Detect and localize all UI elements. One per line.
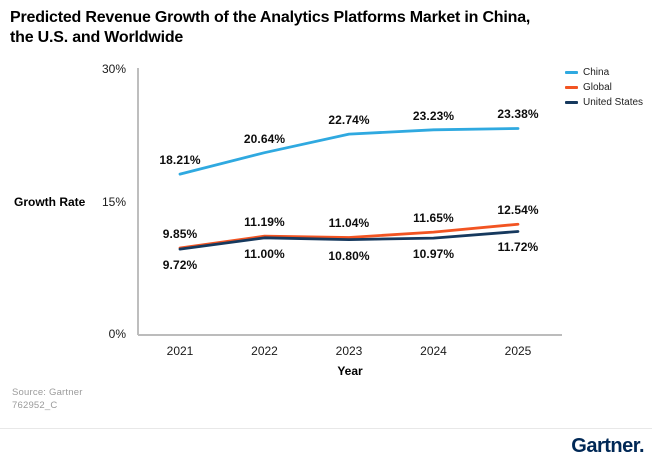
data-label-united-states: 10.80% bbox=[328, 248, 370, 263]
legend-label-china: China bbox=[583, 67, 610, 78]
legend-swatch-united-states bbox=[565, 101, 578, 104]
y-tick-label: 0% bbox=[108, 327, 126, 341]
y-axis-title: Growth Rate bbox=[14, 195, 86, 209]
series-line-united-states bbox=[178, 230, 520, 251]
x-tick-label: 2022 bbox=[251, 344, 278, 358]
chart-title-line1: Predicted Revenue Growth of the Analytic… bbox=[10, 9, 531, 26]
legend-item-china: China bbox=[565, 65, 643, 80]
x-tick-label: 2025 bbox=[504, 344, 532, 358]
x-tick-label: 2023 bbox=[335, 344, 363, 358]
legend-label-global: Global bbox=[583, 82, 612, 93]
data-label-china: 23.38% bbox=[497, 107, 539, 122]
data-label-global: 11.04% bbox=[328, 216, 370, 231]
data-label-united-states: 11.72% bbox=[497, 240, 539, 255]
data-label-china: 22.74% bbox=[328, 113, 370, 128]
data-label-united-states: 11.00% bbox=[244, 246, 285, 261]
data-label-global: 11.19% bbox=[244, 215, 285, 230]
series-line-global bbox=[178, 222, 520, 250]
data-label-united-states: 10.97% bbox=[412, 247, 455, 262]
chart-title-line2: the U.S. and Worldwide bbox=[10, 29, 184, 46]
source-note: Source: Gartner bbox=[12, 387, 83, 398]
data-label-global: 11.65% bbox=[413, 211, 454, 226]
y-tick-label: 15% bbox=[101, 194, 126, 209]
y-tick-label: 30% bbox=[101, 62, 126, 76]
footer-divider bbox=[0, 428, 652, 429]
data-label-china: 23.23% bbox=[412, 108, 455, 123]
data-label-global: 9.85% bbox=[162, 226, 198, 241]
series-line-china bbox=[178, 127, 520, 176]
legend-label-united-states: United States bbox=[583, 97, 644, 108]
gartner-logo: Gartner. bbox=[571, 435, 644, 457]
chart-legend: China Global United States bbox=[565, 65, 643, 110]
legend-swatch-global bbox=[565, 86, 578, 89]
document-id: 762952_C bbox=[12, 400, 58, 411]
chart-title: Predicted Revenue Growth of the Analytic… bbox=[10, 8, 640, 48]
data-label-global: 12.54% bbox=[497, 203, 539, 218]
data-label-united-states: 9.72% bbox=[162, 258, 198, 273]
data-label-china: 20.64% bbox=[243, 131, 286, 146]
legend-item-global: Global bbox=[565, 80, 643, 95]
legend-item-united-states: United States bbox=[565, 95, 643, 110]
x-tick-label: 2021 bbox=[166, 344, 194, 358]
data-label-china: 18.21% bbox=[159, 153, 201, 168]
x-tick-label: 2024 bbox=[420, 344, 447, 358]
x-axis-title: Year bbox=[337, 364, 363, 378]
legend-swatch-china bbox=[565, 71, 578, 74]
